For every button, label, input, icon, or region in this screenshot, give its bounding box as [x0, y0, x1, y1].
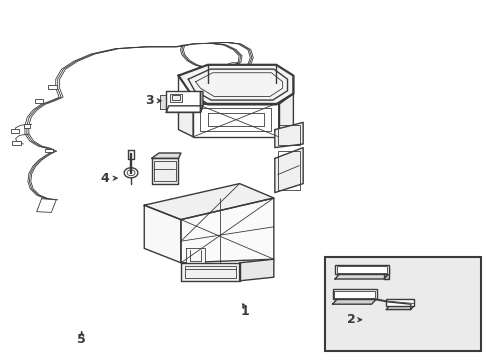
Bar — [48, 85, 57, 89]
Bar — [334, 265, 388, 274]
Polygon shape — [386, 306, 413, 310]
Polygon shape — [334, 274, 388, 279]
Polygon shape — [166, 91, 200, 112]
Bar — [12, 141, 21, 145]
Text: 4: 4 — [101, 172, 109, 185]
Bar — [277, 125, 300, 145]
Polygon shape — [178, 94, 193, 137]
Text: 5: 5 — [77, 333, 86, 346]
Bar — [336, 266, 386, 273]
Bar — [277, 151, 300, 190]
Polygon shape — [383, 268, 388, 279]
Polygon shape — [274, 122, 303, 148]
Polygon shape — [151, 153, 181, 158]
Polygon shape — [200, 91, 203, 112]
Polygon shape — [239, 259, 273, 281]
Polygon shape — [144, 184, 273, 220]
Bar — [386, 299, 413, 306]
Polygon shape — [166, 106, 203, 112]
Bar — [170, 94, 182, 102]
Polygon shape — [185, 248, 205, 263]
Polygon shape — [178, 65, 293, 104]
Polygon shape — [332, 299, 376, 304]
Polygon shape — [274, 148, 303, 193]
Bar — [36, 99, 43, 103]
Bar — [325, 257, 480, 351]
Polygon shape — [278, 94, 293, 137]
Polygon shape — [151, 158, 178, 184]
Text: 2: 2 — [346, 313, 355, 326]
Text: 1: 1 — [240, 305, 248, 318]
Polygon shape — [37, 199, 56, 212]
Bar — [11, 129, 19, 133]
Bar — [184, 266, 235, 278]
Text: 3: 3 — [144, 94, 153, 107]
Bar — [172, 95, 180, 100]
Polygon shape — [181, 198, 273, 263]
Polygon shape — [181, 263, 239, 281]
Bar — [24, 124, 30, 128]
Bar — [334, 291, 374, 298]
Polygon shape — [160, 95, 166, 109]
Bar — [332, 289, 376, 299]
Bar — [154, 161, 175, 181]
Bar — [45, 149, 53, 152]
Polygon shape — [193, 103, 278, 137]
Polygon shape — [144, 205, 181, 263]
